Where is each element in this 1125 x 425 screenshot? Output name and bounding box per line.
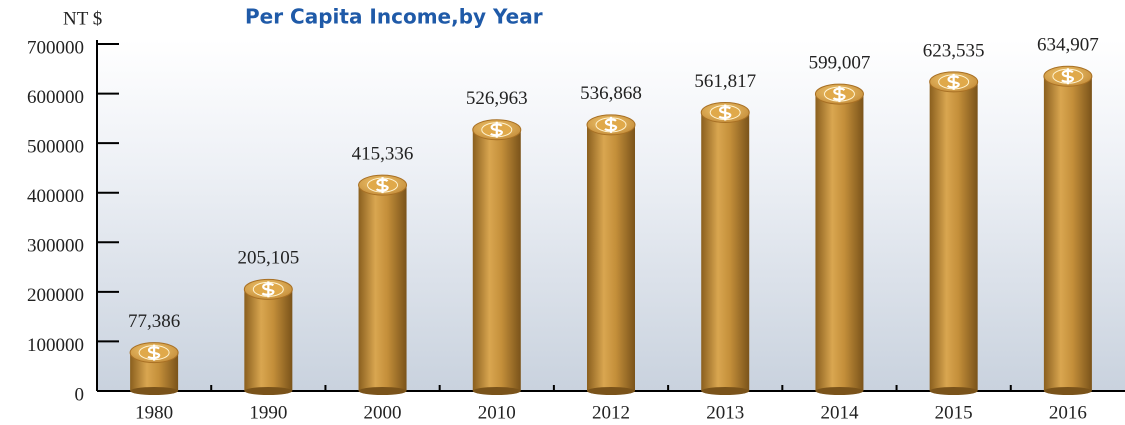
y-tick-label: 0 bbox=[75, 384, 85, 405]
dollar-icon bbox=[832, 86, 846, 103]
bar-bottom bbox=[472, 387, 521, 395]
value-label: 623,535 bbox=[923, 40, 985, 61]
bar bbox=[701, 112, 750, 391]
bar-bottom bbox=[130, 387, 179, 395]
x-tick-label: 2000 bbox=[364, 402, 402, 423]
bar-bottom bbox=[244, 387, 293, 395]
value-label: 561,817 bbox=[694, 71, 756, 92]
bar bbox=[472, 129, 521, 391]
bar-bottom bbox=[701, 387, 750, 395]
dollar-icon bbox=[1061, 68, 1074, 85]
value-label: 526,963 bbox=[466, 88, 528, 109]
x-tick-label: 2012 bbox=[592, 402, 630, 423]
value-label: 536,868 bbox=[580, 83, 642, 104]
value-label: 634,907 bbox=[1037, 35, 1099, 56]
bar bbox=[929, 81, 978, 392]
y-axis-label: NT $ bbox=[63, 8, 102, 29]
dollar-icon bbox=[718, 104, 732, 121]
y-tick-label: 200000 bbox=[27, 285, 84, 306]
bar-bottom bbox=[929, 387, 978, 395]
value-label: 415,336 bbox=[352, 143, 414, 164]
y-tick-label: 500000 bbox=[27, 137, 84, 158]
x-tick-label: 1980 bbox=[135, 402, 173, 423]
dollar-icon bbox=[375, 177, 389, 194]
dollar-icon bbox=[604, 116, 618, 133]
bar bbox=[358, 185, 407, 391]
bar bbox=[1043, 76, 1092, 392]
x-tick-label: 2013 bbox=[706, 402, 744, 423]
y-tick-label: 300000 bbox=[27, 236, 84, 257]
y-tick-label: 100000 bbox=[27, 335, 84, 356]
y-tick-label: 400000 bbox=[27, 186, 84, 207]
bar-bottom bbox=[1043, 387, 1092, 395]
chart-title: Per Capita Income,by Year bbox=[245, 5, 543, 29]
value-label: 599,007 bbox=[809, 52, 871, 73]
x-tick-label: 2016 bbox=[1049, 402, 1087, 423]
bar bbox=[815, 94, 864, 392]
bar-bottom bbox=[815, 387, 864, 395]
bar-bottom bbox=[358, 387, 407, 395]
x-tick-label: 2015 bbox=[935, 402, 973, 423]
x-tick-label: 2014 bbox=[820, 402, 859, 423]
dollar-icon bbox=[261, 281, 275, 298]
x-tick-label: 2010 bbox=[478, 402, 516, 423]
value-label: 205,105 bbox=[237, 248, 299, 269]
bar bbox=[587, 124, 635, 392]
bar bbox=[244, 289, 293, 391]
value-label: 77,386 bbox=[128, 311, 180, 332]
dollar-icon bbox=[946, 73, 960, 90]
y-tick-label: 700000 bbox=[27, 37, 84, 58]
bar-bottom bbox=[587, 387, 635, 395]
dollar-icon bbox=[490, 121, 503, 138]
x-tick-label: 1990 bbox=[249, 402, 287, 423]
y-tick-label: 600000 bbox=[27, 87, 84, 108]
dollar-icon bbox=[147, 344, 161, 361]
